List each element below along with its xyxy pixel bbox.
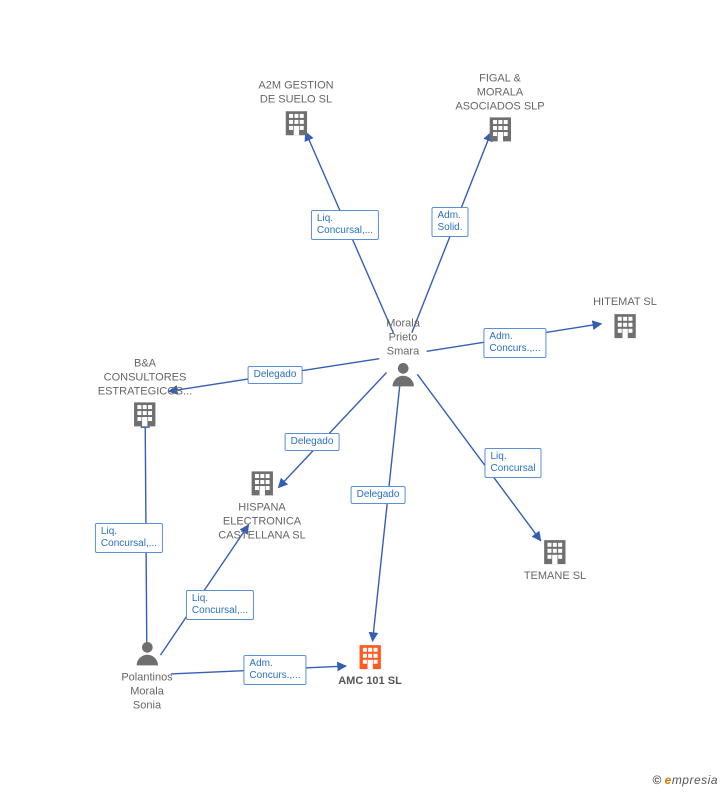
edge-polantinos-amc — [171, 666, 346, 674]
node-label: Morala Prieto Smara — [386, 317, 420, 357]
edge-morala-amc — [373, 379, 401, 641]
edge-morala-ba — [169, 359, 380, 392]
edge-morala-temane — [417, 374, 540, 540]
node-figal: FIGAL & MORALA ASOCIADOS SLP — [455, 72, 544, 147]
brand: empresia — [665, 773, 718, 787]
edge-label-morala-a2m: Liq.Concursal,... — [311, 210, 379, 240]
building-icon — [280, 107, 312, 139]
node-label: TEMANE SL — [524, 570, 586, 582]
copyright-symbol: © — [652, 773, 661, 787]
node-temane: TEMANE SL — [524, 536, 586, 584]
building-icon — [246, 467, 278, 499]
edge-polantinos-hispana — [160, 525, 248, 655]
person-icon — [131, 637, 163, 669]
edge-morala-a2m — [306, 132, 394, 333]
edge-label-polantinos-ba: Liq.Concursal,... — [95, 523, 163, 553]
person-icon — [387, 359, 419, 391]
edge-label-morala-amc: Delegado — [351, 486, 406, 504]
node-hispana: HISPANA ELECTRONICA CASTELLANA SL — [218, 467, 305, 542]
building-icon — [354, 641, 386, 673]
edge-morala-hitemat — [427, 324, 602, 352]
edge-label-morala-figal: Adm.Solid. — [431, 207, 468, 237]
edge-morala-figal — [412, 132, 491, 332]
edge-label-polantinos-amc: Adm.Concurs.,... — [243, 655, 306, 685]
node-label: HITEMAT SL — [593, 296, 657, 308]
edge-label-morala-hispana: Delegado — [285, 433, 340, 451]
node-label: AMC 101 SL — [338, 675, 402, 687]
edge-label-morala-temane: Liq.Concursal — [484, 448, 541, 478]
node-label: A2M GESTION DE SUELO SL — [258, 79, 333, 105]
node-morala: Morala Prieto Smara — [386, 317, 420, 392]
node-label: HISPANA ELECTRONICA CASTELLANA SL — [218, 501, 305, 541]
node-label: FIGAL & MORALA ASOCIADOS SLP — [455, 72, 544, 112]
building-icon — [129, 399, 161, 431]
edge-polantinos-ba — [145, 419, 147, 651]
edge-label-polantinos-hispana: Liq.Concursal,... — [186, 590, 254, 620]
node-label: B&A CONSULTORES ESTRATEGICOS... — [98, 357, 193, 397]
node-hitemat: HITEMAT SL — [593, 296, 657, 344]
node-polantinos: Polantinos Morala Sonia — [121, 637, 172, 712]
diagram-stage: A2M GESTION DE SUELO SL FIGAL & MORALA A… — [0, 0, 728, 795]
building-icon — [609, 310, 641, 342]
node-ba: B&A CONSULTORES ESTRATEGICOS... — [98, 357, 193, 432]
node-a2m: A2M GESTION DE SUELO SL — [258, 79, 333, 141]
node-amc: AMC 101 SL — [338, 641, 402, 689]
edge-label-morala-hitemat: Adm.Concurs.,... — [483, 328, 546, 358]
building-icon — [484, 114, 516, 146]
edge-label-morala-ba: Delegado — [248, 366, 303, 384]
building-icon — [539, 536, 571, 568]
credit: © empresia — [652, 773, 718, 787]
node-label: Polantinos Morala Sonia — [121, 671, 172, 711]
